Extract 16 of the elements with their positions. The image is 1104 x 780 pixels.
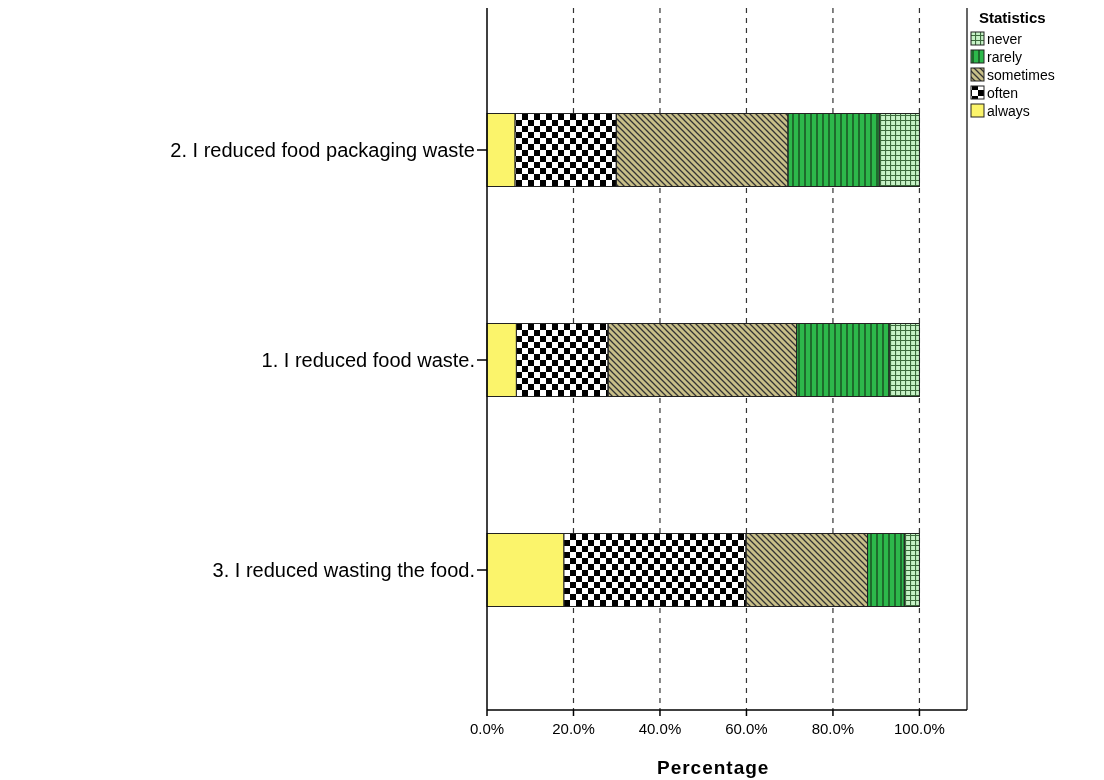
legend-label: rarely: [987, 49, 1023, 65]
legend-label: sometimes: [987, 67, 1055, 83]
x-tick-label: 20.0%: [552, 720, 595, 737]
x-tick-label: 80.0%: [811, 720, 855, 737]
legend-label: often: [987, 85, 1019, 101]
legend-label: never: [987, 31, 1023, 47]
x-axis-title: Percentage: [656, 757, 770, 778]
y-tick-label: 1. I reduced food waste.: [261, 349, 475, 371]
legend-label: always: [987, 103, 1030, 119]
legend-title: Statistics: [979, 9, 1046, 26]
x-tick-label: 100.0%: [893, 720, 945, 737]
x-tick-label: 0.0%: [469, 720, 505, 737]
x-tick-label: 40.0%: [638, 720, 682, 737]
y-tick-label: 3. I reduced wasting the food.: [212, 559, 475, 581]
x-tick-label: 60.0%: [725, 720, 768, 737]
y-tick-label: 2. I reduced food packaging waste: [170, 139, 475, 161]
